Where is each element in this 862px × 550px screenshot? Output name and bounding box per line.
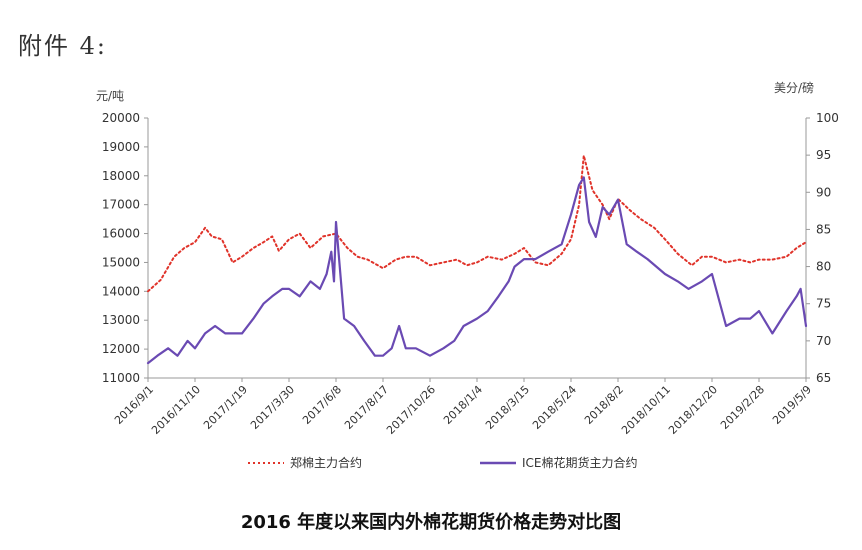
x-tick-label: 2018/1/4 xyxy=(441,383,485,427)
x-tick-label: 2017/10/26 xyxy=(384,383,438,437)
price-comparison-chart: 元/吨 美分/磅 11000 12000 13000 14000 15000 16000 170… xyxy=(96,80,839,470)
right-tick-label: 100 xyxy=(816,111,839,125)
x-tick-label: 2019/5/9 xyxy=(770,383,814,427)
left-tick-label: 12000 xyxy=(102,342,140,356)
left-axis-unit: 元/吨 xyxy=(96,89,124,103)
series-line-1 xyxy=(147,154,807,293)
x-tick-label: 2016/9/1 xyxy=(112,383,156,427)
series-line-2 xyxy=(146,176,808,365)
left-tick-label: 20000 xyxy=(102,111,140,125)
x-tick-label: 2017/3/30 xyxy=(248,383,297,432)
left-tick-label: 18000 xyxy=(102,169,140,183)
x-tick-label: 2018/12/20 xyxy=(666,383,720,437)
x-tick-label: 2018/8/2 xyxy=(582,383,626,427)
chart-legend: 郑棉主力合约 ICE棉花期货主力合约 xyxy=(248,455,638,470)
left-tick-label: 15000 xyxy=(102,255,140,269)
chart-marks xyxy=(146,154,808,365)
right-axis-unit: 美分/磅 xyxy=(774,80,814,95)
legend-label-2: ICE棉花期货主力合约 xyxy=(522,455,638,470)
attachment-label: 附件 4: xyxy=(18,32,107,60)
x-tick-label: 2018/5/24 xyxy=(530,383,579,432)
x-tick-label: 2017/8/17 xyxy=(342,383,391,432)
left-tick-label: 17000 xyxy=(102,198,140,212)
left-tick-label: 16000 xyxy=(102,227,140,241)
left-tick-label: 14000 xyxy=(102,284,140,298)
x-tick-label: 2018/10/11 xyxy=(619,383,673,437)
left-tick-label: 13000 xyxy=(102,313,140,327)
right-tick-label: 80 xyxy=(816,260,831,274)
x-tick-label: 2017/6/8 xyxy=(300,383,344,427)
x-tick-label: 2019/2/28 xyxy=(718,383,767,432)
x-tick-label: 2016/11/10 xyxy=(149,383,203,437)
right-tick-label: 90 xyxy=(816,185,831,199)
legend-label-1: 郑棉主力合约 xyxy=(290,455,362,470)
left-tick-label: 19000 xyxy=(102,140,140,154)
x-tick-label: 2017/1/19 xyxy=(201,383,250,432)
right-tick-label: 85 xyxy=(816,222,831,236)
left-tick-label: 11000 xyxy=(102,371,140,385)
chart-axes: 元/吨 美分/磅 11000 12000 13000 14000 15000 16000 170… xyxy=(96,80,839,437)
right-tick-label: 95 xyxy=(816,148,831,162)
chart-caption: 2016 年度以来国内外棉花期货价格走势对比图 xyxy=(240,512,622,533)
x-tick-label: 2018/3/15 xyxy=(483,383,532,432)
right-tick-label: 65 xyxy=(816,371,831,385)
right-tick-label: 75 xyxy=(816,297,831,311)
right-tick-label: 70 xyxy=(816,334,831,348)
